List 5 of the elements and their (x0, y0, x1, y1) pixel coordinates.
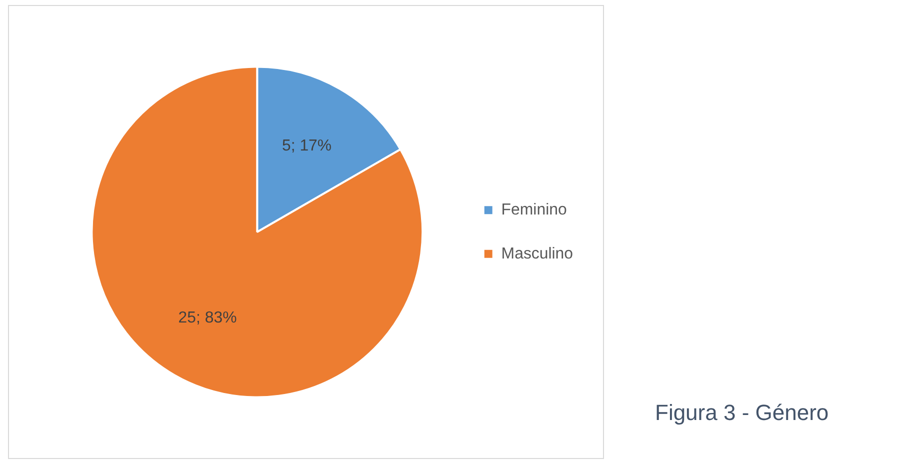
legend-label: Feminino (501, 201, 567, 218)
legend-label: Masculino (501, 245, 574, 262)
data-label: 25; 83% (178, 309, 237, 326)
text: Figura 3 - Género (655, 400, 829, 426)
data-label: 5; 17% (282, 138, 332, 155)
